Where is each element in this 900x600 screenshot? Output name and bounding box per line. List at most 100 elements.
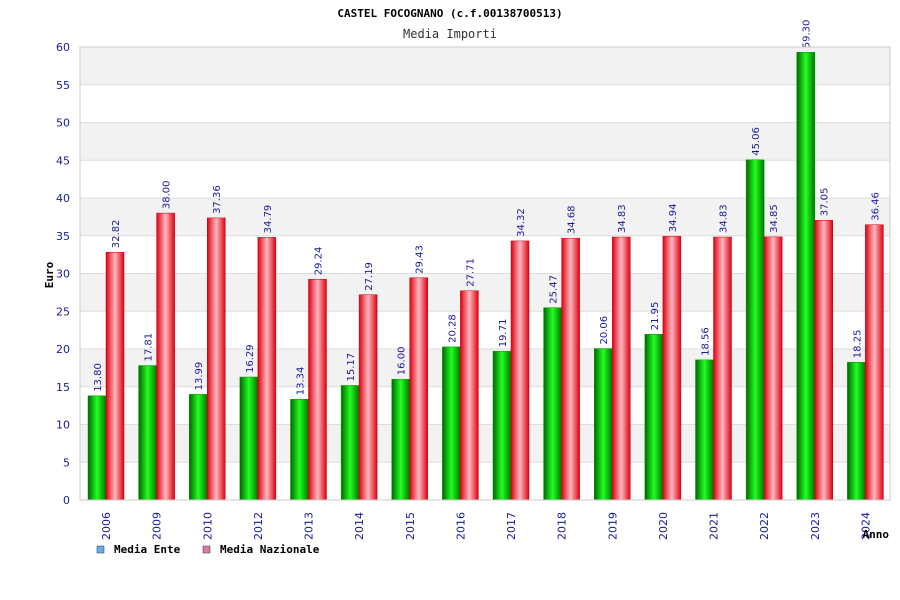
data-label: 16.00 bbox=[397, 347, 408, 376]
bar-media-ente-2021 bbox=[695, 359, 714, 501]
legend-swatch-media-ente bbox=[96, 545, 105, 554]
bar-media-ente-2024 bbox=[847, 361, 866, 501]
data-label: 15.17 bbox=[346, 353, 357, 382]
data-label: 18.56 bbox=[701, 327, 712, 356]
data-label: 32.82 bbox=[111, 220, 122, 249]
y-tick-label: 40 bbox=[56, 192, 70, 205]
data-label: 34.68 bbox=[567, 206, 578, 235]
data-label: 37.05 bbox=[820, 188, 831, 217]
x-tick-label: 2009 bbox=[151, 512, 164, 540]
x-tick-label: 2023 bbox=[809, 512, 822, 540]
bar-media-nazionale-2015 bbox=[409, 277, 428, 501]
bar-media-ente-2019 bbox=[594, 348, 613, 501]
bar-media-nazionale-2022 bbox=[763, 236, 783, 501]
data-label: 37.36 bbox=[212, 185, 223, 214]
bar-media-nazionale-2018 bbox=[561, 237, 580, 501]
bar-media-ente-2018 bbox=[543, 307, 562, 501]
y-tick-label: 0 bbox=[63, 494, 70, 507]
data-label: 38.00 bbox=[162, 180, 173, 209]
x-tick-label: 2024 bbox=[859, 512, 872, 540]
data-label: 59.30 bbox=[802, 20, 813, 49]
bar-media-ente-2014 bbox=[340, 385, 360, 501]
x-tick-label: 2022 bbox=[758, 512, 771, 540]
bar-media-nazionale-2006 bbox=[105, 251, 125, 501]
data-label: 36.46 bbox=[870, 192, 881, 221]
bar-media-nazionale-2019 bbox=[612, 236, 631, 501]
data-label: 13.99 bbox=[194, 362, 205, 391]
bar-media-ente-2016 bbox=[442, 346, 461, 501]
data-label: 25.47 bbox=[549, 275, 560, 304]
chart-subtitle: Media Importi bbox=[403, 27, 497, 41]
x-tick-label: 2016 bbox=[454, 512, 467, 540]
chart-title: CASTEL FOCOGNANO (c.f.00138700513) bbox=[337, 7, 562, 20]
y-tick-label: 10 bbox=[56, 419, 70, 432]
y-axis-ticks: 0 5 10 15 20 25 30 35 40 45 50 55 60 bbox=[56, 41, 70, 507]
data-label: 27.19 bbox=[364, 262, 375, 291]
y-tick-label: 5 bbox=[63, 456, 70, 469]
data-label: 34.79 bbox=[263, 205, 274, 234]
bar-media-ente-2013 bbox=[290, 399, 309, 501]
bar-media-ente-2009 bbox=[138, 365, 157, 501]
bar-media-nazionale-2020 bbox=[662, 235, 682, 501]
bar-media-ente-2015 bbox=[391, 378, 410, 501]
data-label: 34.85 bbox=[769, 204, 780, 233]
y-tick-label: 15 bbox=[56, 381, 70, 394]
bar-media-nazionale-2016 bbox=[460, 290, 479, 501]
x-tick-label: 2018 bbox=[556, 512, 569, 540]
data-label: 17.81 bbox=[144, 333, 155, 362]
grid-band bbox=[80, 47, 890, 85]
data-label: 34.83 bbox=[617, 204, 628, 233]
y-tick-label: 30 bbox=[56, 268, 70, 281]
bar-media-ente-2017 bbox=[492, 350, 512, 501]
x-tick-label: 2015 bbox=[404, 512, 417, 540]
y-tick-label: 45 bbox=[56, 154, 70, 167]
data-label: 34.83 bbox=[719, 204, 730, 233]
value-labels: 13.80 32.82 17.81 38.00 13.99 37.36 16.29 34.79… bbox=[93, 20, 881, 396]
data-label: 13.80 bbox=[93, 363, 104, 392]
bar-media-ente-2022 bbox=[745, 159, 765, 501]
legend-swatch-media-nazionale bbox=[202, 545, 211, 554]
x-tick-label: 2014 bbox=[353, 512, 366, 540]
bar-media-nazionale-2017 bbox=[510, 240, 530, 501]
data-label: 13.34 bbox=[296, 367, 307, 396]
bar-media-nazionale-2023 bbox=[814, 220, 833, 501]
bar-media-nazionale-2013 bbox=[308, 278, 327, 501]
legend-label-media-nazionale: Media Nazionale bbox=[220, 543, 320, 556]
bar-media-ente-2023 bbox=[796, 52, 815, 501]
data-label: 20.06 bbox=[599, 316, 610, 345]
bar-media-ente-2020 bbox=[644, 334, 664, 501]
data-label: 20.28 bbox=[447, 314, 458, 343]
x-tick-label: 2019 bbox=[606, 512, 619, 540]
x-axis-ticks: 2006 2009 2010 2012 2013 2014 2015 2016 2017 2018… bbox=[100, 512, 872, 540]
bar-media-nazionale-2024 bbox=[865, 224, 884, 501]
y-tick-label: 35 bbox=[56, 230, 70, 243]
bar-media-ente-2006 bbox=[87, 395, 107, 501]
data-label: 34.32 bbox=[516, 208, 527, 237]
data-label: 34.94 bbox=[668, 204, 679, 233]
data-label: 45.06 bbox=[751, 127, 762, 156]
y-axis-label: Euro bbox=[43, 261, 56, 288]
x-tick-label: 2010 bbox=[201, 512, 214, 540]
y-tick-label: 20 bbox=[56, 343, 70, 356]
x-tick-label: 2013 bbox=[303, 512, 316, 540]
bar-media-ente-2012 bbox=[239, 376, 259, 501]
y-tick-label: 50 bbox=[56, 117, 70, 130]
bar-series bbox=[87, 52, 884, 501]
data-label: 21.95 bbox=[650, 302, 661, 331]
data-label: 27.71 bbox=[465, 258, 476, 287]
bar-media-nazionale-2021 bbox=[713, 236, 732, 501]
legend-label-media-ente: Media Ente bbox=[114, 543, 181, 556]
y-tick-label: 60 bbox=[56, 41, 70, 54]
y-tick-label: 55 bbox=[56, 79, 70, 92]
bar-media-nazionale-2009 bbox=[156, 212, 175, 501]
data-label: 19.71 bbox=[498, 319, 509, 348]
x-tick-label: 2021 bbox=[708, 512, 721, 540]
data-label: 16.29 bbox=[245, 344, 256, 373]
x-tick-label: 2017 bbox=[505, 512, 518, 540]
x-tick-label: 2020 bbox=[657, 512, 670, 540]
data-label: 29.43 bbox=[415, 245, 426, 274]
data-label: 18.25 bbox=[852, 330, 863, 359]
bar-media-ente-2010 bbox=[189, 394, 208, 501]
plot-frame bbox=[79, 46, 891, 501]
